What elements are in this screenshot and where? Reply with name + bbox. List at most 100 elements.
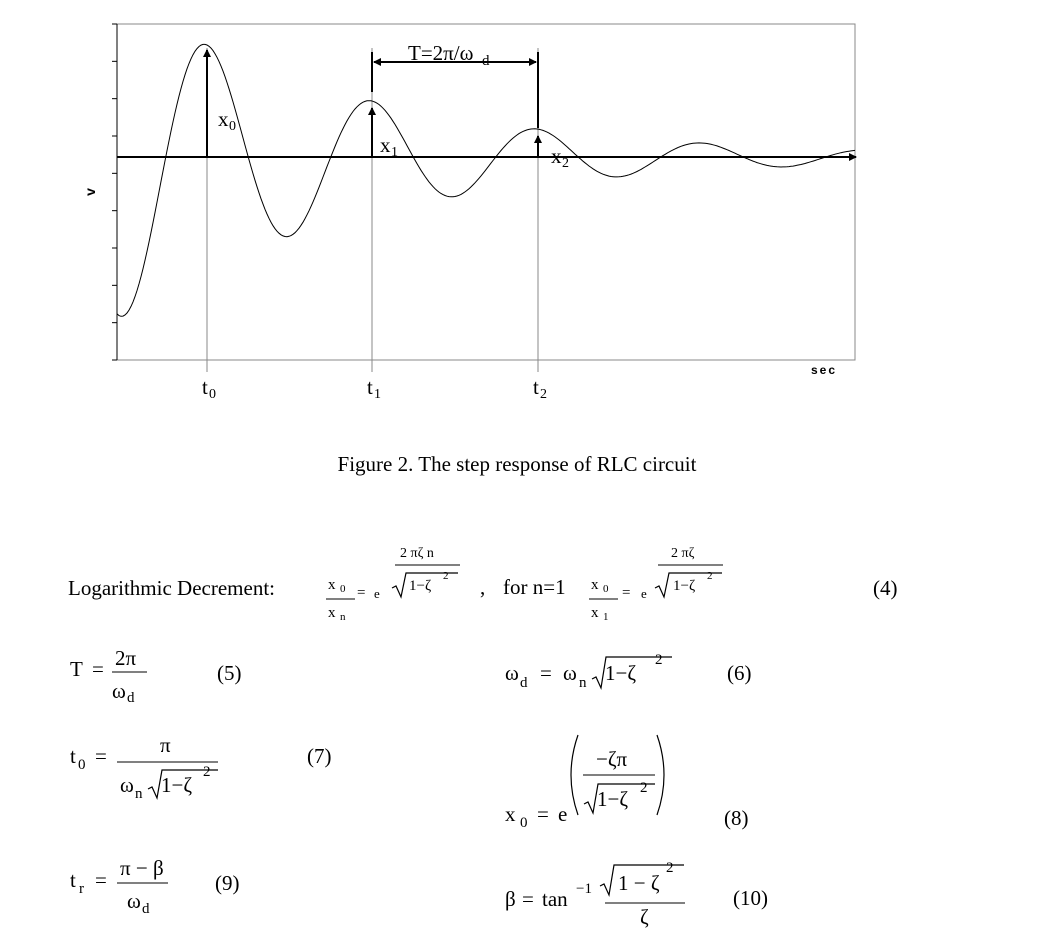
x-axis-label: sec xyxy=(811,363,837,377)
equation-part: 2 xyxy=(666,860,674,876)
time-label: t xyxy=(533,375,539,399)
response-curve xyxy=(116,43,856,317)
equation-part: ω xyxy=(120,773,134,797)
equation-part: = xyxy=(622,585,630,601)
equation-part: 1 xyxy=(603,611,609,623)
equation-part: 2 xyxy=(203,764,211,780)
equation: β = tan −1 1 − ζ 2 ζ (10) xyxy=(505,860,768,929)
equation-part: d xyxy=(142,901,150,917)
equation-part: ω xyxy=(127,889,141,913)
equation-part: = xyxy=(522,887,534,911)
period-label: T=2π/ω xyxy=(408,41,473,65)
equation-part: π xyxy=(160,733,171,757)
equation-part: e xyxy=(374,586,380,601)
equation-part: for n=1 xyxy=(503,575,566,599)
equation-number: (7) xyxy=(307,744,332,768)
time-label-sub: 2 xyxy=(540,387,547,402)
equation: T = 2π ω d (5) xyxy=(70,646,242,706)
radical-sign xyxy=(147,769,218,801)
equation-part: −ζπ xyxy=(596,747,628,771)
equation-part: 2 xyxy=(443,570,449,582)
equation-part: ω xyxy=(112,679,126,703)
equation-part: tan xyxy=(542,887,568,911)
equation-part: = xyxy=(92,657,104,681)
parenthesis xyxy=(570,734,579,816)
equation-part: n xyxy=(579,675,587,691)
radical-sign xyxy=(654,572,722,599)
equation-part: t xyxy=(70,868,76,892)
equation: t 0 = π ω n 1−ζ 2 (7) xyxy=(70,733,332,802)
equation-part: = xyxy=(95,868,107,892)
equation-part: 1 − ζ xyxy=(618,871,660,895)
time-label: t xyxy=(202,375,208,399)
equation-part: 0 xyxy=(603,583,609,595)
equation-part: x xyxy=(591,605,599,621)
equation-part: d xyxy=(127,690,135,706)
equation-part: 0 xyxy=(520,815,528,831)
radical-sign xyxy=(391,572,458,599)
time-label-sub: 1 xyxy=(374,387,381,402)
equation-part: π − β xyxy=(120,856,164,880)
plot-frame xyxy=(116,23,856,361)
equation-part: x xyxy=(328,605,336,621)
equation-part: x xyxy=(328,577,336,593)
equation-number: (9) xyxy=(215,871,240,895)
equation-part: 2 πζ n xyxy=(400,546,434,561)
amplitude-label-sub: 2 xyxy=(562,156,569,171)
equation-part: x xyxy=(591,577,599,593)
equation-part: −1 xyxy=(576,881,592,897)
equation-part: 2 xyxy=(655,652,663,668)
equation: x 0 = e −ζπ 1−ζ 2 (8) xyxy=(505,734,749,831)
equation-part: ω xyxy=(563,661,577,685)
amplitude-label: x xyxy=(218,107,229,131)
equation-part: ω xyxy=(505,661,519,685)
equation-part: t xyxy=(70,744,76,768)
equation-number: (6) xyxy=(727,661,752,685)
time-label: t xyxy=(367,375,373,399)
equation-part: = xyxy=(537,802,549,826)
equation-number: (10) xyxy=(733,886,768,910)
parenthesis xyxy=(656,734,665,816)
equation: Logarithmic Decrement: x 0x n= e2 πζ n1−ζ2, f… xyxy=(68,546,898,623)
equation-part: 0 xyxy=(340,583,346,595)
equation-part: β xyxy=(505,887,516,911)
equation-part: 1−ζ xyxy=(597,787,628,811)
equation-part: Logarithmic Decrement: xyxy=(68,576,275,600)
equation-part: e xyxy=(641,586,647,601)
equation-part: x xyxy=(505,802,516,826)
equation-part: , xyxy=(480,575,485,599)
equation-number: (8) xyxy=(724,806,749,830)
equation-number: (5) xyxy=(217,661,242,685)
time-label-sub: 0 xyxy=(209,387,216,402)
equation-part: 2 xyxy=(640,780,648,796)
equation-part: r xyxy=(79,881,84,897)
radical-sign xyxy=(583,783,655,816)
equation-part: = xyxy=(95,744,107,768)
amplitude-label-sub: 0 xyxy=(229,119,236,134)
equation-part: n xyxy=(135,786,143,802)
equation-part: 1−ζ xyxy=(605,661,636,685)
equation-part: T xyxy=(70,657,83,681)
equation-part: = xyxy=(540,661,552,685)
y-axis-label: v xyxy=(82,188,98,196)
equation-part: 2 xyxy=(707,570,713,582)
caption: Figure 2. The step response of RLC circu… xyxy=(338,452,697,476)
equation-number: (4) xyxy=(873,576,898,600)
equation-part: n xyxy=(340,611,346,623)
equation-part: 1−ζ xyxy=(409,578,431,594)
equation-part: 0 xyxy=(78,757,86,773)
amplitude-label: x xyxy=(551,144,562,168)
equation-part: = xyxy=(357,585,365,601)
equation-part: e xyxy=(558,802,567,826)
radical-sign xyxy=(599,864,684,898)
amplitude-label-sub: 1 xyxy=(391,145,398,160)
equation: t r = π − β ω d (9) xyxy=(70,856,240,917)
amplitude-label: x xyxy=(380,133,391,157)
equation-part: 2 πζ xyxy=(671,546,695,561)
equation-part: 1−ζ xyxy=(161,773,192,797)
equations: Logarithmic Decrement: x 0x n= e2 πζ n1−ζ2, f… xyxy=(68,546,898,929)
equation-part: 2π xyxy=(115,646,137,670)
equation-part: d xyxy=(520,675,528,691)
